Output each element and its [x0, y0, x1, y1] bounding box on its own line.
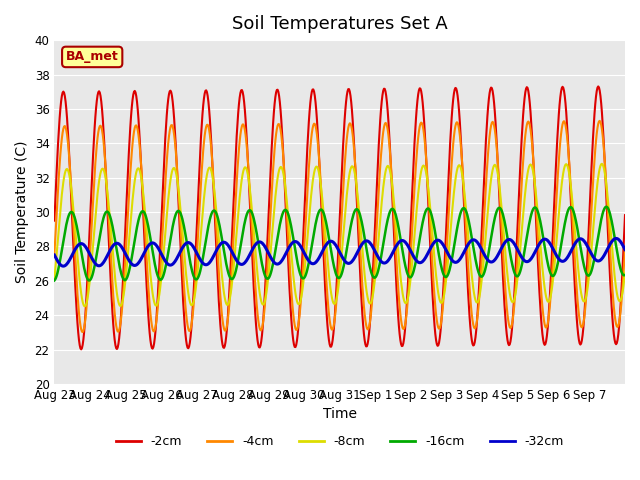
-32cm	[612, 236, 620, 241]
-8cm	[223, 302, 231, 308]
-2cm	[621, 212, 629, 218]
-16cm	[86, 277, 93, 283]
-2cm	[252, 311, 259, 317]
-8cm	[598, 161, 606, 167]
-2cm	[273, 87, 281, 93]
-16cm	[273, 239, 281, 244]
-32cm	[273, 261, 281, 267]
-16cm	[399, 252, 407, 258]
Line: -2cm: -2cm	[54, 86, 625, 349]
-8cm	[81, 303, 89, 309]
Title: Soil Temperatures Set A: Soil Temperatures Set A	[232, 15, 447, 33]
-32cm	[431, 239, 439, 244]
-4cm	[51, 251, 58, 256]
-2cm	[595, 84, 602, 89]
Line: -4cm: -4cm	[54, 121, 625, 332]
-16cm	[431, 230, 439, 236]
-4cm	[273, 126, 281, 132]
-8cm	[118, 300, 126, 306]
Line: -8cm: -8cm	[54, 164, 625, 306]
-16cm	[51, 277, 58, 283]
-8cm	[252, 247, 259, 252]
-2cm	[51, 218, 58, 224]
-16cm	[252, 223, 259, 228]
-16cm	[621, 272, 629, 278]
-2cm	[399, 340, 407, 346]
-2cm	[431, 331, 439, 337]
-4cm	[79, 329, 86, 335]
-4cm	[399, 326, 407, 332]
-16cm	[118, 274, 126, 279]
-4cm	[118, 305, 126, 311]
Legend: -2cm, -4cm, -8cm, -16cm, -32cm: -2cm, -4cm, -8cm, -16cm, -32cm	[111, 431, 569, 454]
-8cm	[621, 270, 629, 276]
-32cm	[51, 252, 58, 258]
X-axis label: Time: Time	[323, 408, 356, 421]
-32cm	[252, 242, 259, 248]
-16cm	[223, 264, 231, 270]
-8cm	[273, 180, 281, 186]
-4cm	[621, 245, 629, 251]
-4cm	[223, 323, 231, 328]
-8cm	[399, 294, 407, 300]
-8cm	[431, 264, 439, 270]
Text: BA_met: BA_met	[66, 50, 118, 63]
Line: -32cm: -32cm	[54, 239, 625, 266]
-4cm	[596, 118, 604, 124]
Line: -16cm: -16cm	[54, 207, 625, 280]
-32cm	[118, 245, 126, 251]
-32cm	[399, 238, 407, 244]
-2cm	[118, 294, 126, 300]
-2cm	[223, 325, 231, 331]
-8cm	[51, 276, 58, 281]
-16cm	[603, 204, 611, 210]
-2cm	[77, 347, 85, 352]
-32cm	[223, 241, 231, 247]
-4cm	[252, 282, 259, 288]
-32cm	[621, 247, 629, 252]
Y-axis label: Soil Temperature (C): Soil Temperature (C)	[15, 141, 29, 283]
-32cm	[60, 263, 67, 269]
-4cm	[431, 303, 439, 309]
